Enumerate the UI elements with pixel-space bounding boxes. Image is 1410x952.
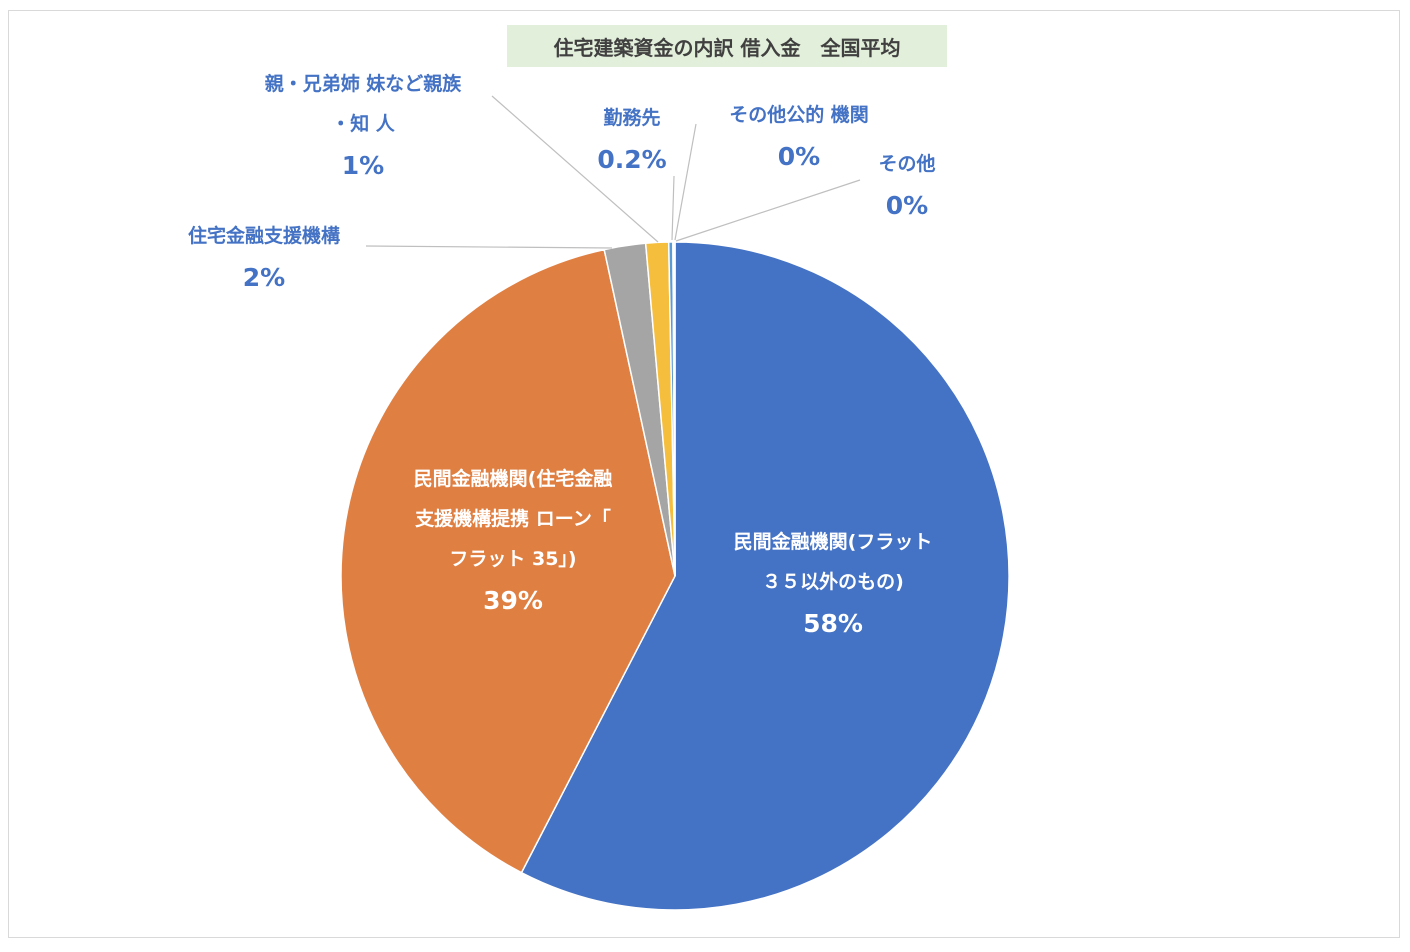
- pie-slice: [673, 241, 676, 577]
- slice-label: 住宅金融支援機構: [188, 224, 340, 247]
- leader-line: [675, 179, 861, 242]
- leader-line: [674, 123, 697, 241]
- leader-line: [365, 245, 613, 249]
- slice-label: 民間金融機関(フラット: [734, 530, 933, 553]
- slice-percent-label: 58%: [803, 609, 863, 638]
- slice-percent-label: 0%: [778, 142, 820, 171]
- slice-label: ３５以外のもの): [762, 570, 904, 593]
- slice-percent-label: 2%: [243, 263, 285, 292]
- slice-label: 支援機構提携 ローン「: [414, 507, 611, 530]
- slice-label: 親・兄弟姉 妹など親族: [265, 72, 463, 95]
- chart-title: 住宅建築資金の内訳 借入金 全国平均: [507, 25, 947, 67]
- leader-line: [491, 95, 659, 243]
- slice-percent-label: 39%: [483, 586, 543, 615]
- slice-percent-label: 0%: [886, 191, 928, 220]
- slice-percent-label: 0.2%: [597, 145, 666, 174]
- slice-percent-label: 1%: [342, 151, 384, 180]
- leader-line: [671, 175, 675, 241]
- slice-label: 民間金融機関(住宅金融: [414, 467, 613, 490]
- slice-label: フラット 35」): [449, 548, 576, 570]
- pie-slice: [520, 241, 1010, 911]
- slice-label: ・知 人: [331, 112, 396, 135]
- slice-label: その他公的 機関: [729, 103, 869, 126]
- slice-label: その他: [878, 152, 935, 175]
- pie-slice: [340, 248, 676, 874]
- slice-label: 勤務先: [603, 106, 660, 129]
